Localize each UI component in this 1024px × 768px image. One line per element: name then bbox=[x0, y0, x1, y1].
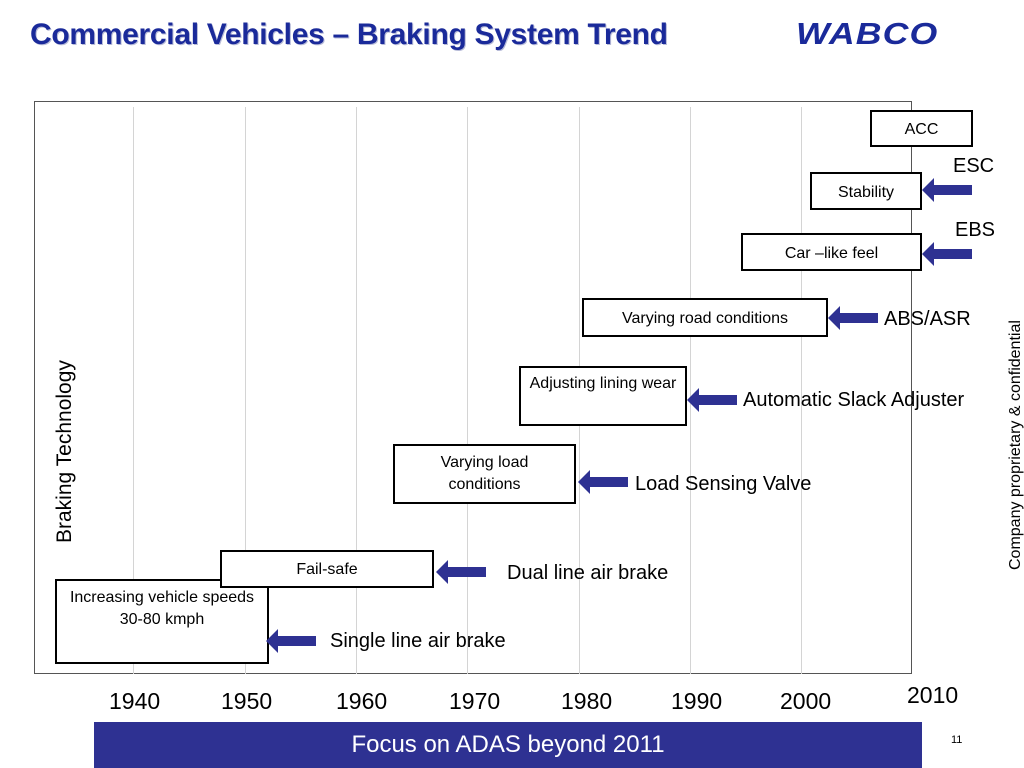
left-arrow-icon bbox=[922, 178, 972, 202]
year-label: 1990 bbox=[671, 688, 723, 714]
left-arrow-icon bbox=[922, 242, 972, 266]
timeline-frame bbox=[34, 101, 912, 674]
driver-box-stability: Stability bbox=[810, 172, 922, 210]
left-arrow-icon bbox=[436, 560, 486, 584]
year-label: 2010 bbox=[907, 682, 959, 708]
year-label: 1960 bbox=[336, 688, 388, 714]
tech-label-single-line: Single line air brake bbox=[330, 630, 506, 652]
gridline-1970 bbox=[467, 107, 468, 674]
gridline-1960 bbox=[356, 107, 357, 674]
confidentiality-label: Company proprietary & confidential bbox=[1007, 320, 1024, 570]
driver-box-lining-wear: Adjusting lining wear bbox=[519, 366, 687, 426]
left-arrow-icon bbox=[687, 388, 737, 412]
gridline-1940 bbox=[133, 107, 134, 674]
driver-box-fail-safe: Fail-safe bbox=[220, 550, 434, 588]
page-number: 11 bbox=[951, 734, 963, 746]
left-arrow-icon bbox=[266, 629, 316, 653]
year-label: 2000 bbox=[780, 688, 832, 714]
year-label: 1970 bbox=[449, 688, 501, 714]
gridline-2000 bbox=[801, 107, 802, 674]
footer-banner: Focus on ADAS beyond 2011 bbox=[94, 722, 922, 768]
tech-label-load-sensing: Load Sensing Valve bbox=[635, 473, 812, 495]
gridline-1950 bbox=[245, 107, 246, 674]
tech-label-abs-asr: ABS/ASR bbox=[884, 308, 971, 330]
wabco-logo: WABCO bbox=[796, 16, 939, 51]
tech-label-ebs: EBS bbox=[955, 219, 996, 241]
driver-box-load: Varying load conditions bbox=[393, 444, 576, 504]
driver-box-speeds: Increasing vehicle speeds 30-80 kmph bbox=[55, 579, 269, 664]
driver-box-car-feel: Car –like feel bbox=[741, 233, 922, 271]
tech-label-dual-line: Dual line air brake bbox=[507, 562, 669, 584]
banner-text: Focus on ADAS beyond 2011 bbox=[351, 731, 665, 758]
year-label: 1940 bbox=[109, 688, 161, 714]
left-arrow-icon bbox=[578, 470, 628, 494]
slide-title: Commercial Vehicles – Braking System Tre… bbox=[30, 18, 668, 51]
driver-box-road: Varying road conditions bbox=[582, 298, 828, 337]
year-label: 1950 bbox=[221, 688, 273, 714]
year-label: 1980 bbox=[561, 688, 613, 714]
gridline-1990 bbox=[690, 107, 691, 674]
tech-label-esc: ESC bbox=[953, 155, 995, 177]
left-arrow-icon bbox=[828, 306, 878, 330]
driver-box-acc: ACC bbox=[870, 110, 973, 147]
y-axis-label: Braking Technology bbox=[53, 360, 76, 543]
tech-label-slack-adjuster: Automatic Slack Adjuster bbox=[743, 389, 965, 411]
